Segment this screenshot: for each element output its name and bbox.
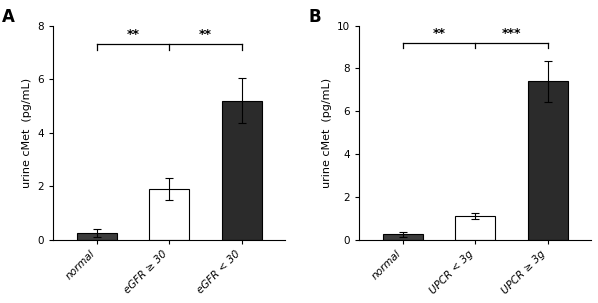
Bar bbox=[383, 235, 423, 240]
Text: A: A bbox=[2, 8, 15, 26]
Y-axis label: urine cMet  (pg/mL): urine cMet (pg/mL) bbox=[22, 78, 32, 188]
Y-axis label: urine cMet  (pg/mL): urine cMet (pg/mL) bbox=[322, 78, 331, 188]
Bar bbox=[527, 81, 568, 240]
Text: B: B bbox=[308, 8, 321, 26]
Bar bbox=[455, 216, 495, 240]
Bar bbox=[77, 233, 117, 240]
Text: **: ** bbox=[199, 28, 212, 41]
Text: **: ** bbox=[127, 28, 139, 41]
Text: **: ** bbox=[432, 27, 446, 39]
Bar bbox=[150, 189, 189, 240]
Text: ***: *** bbox=[502, 27, 521, 39]
Bar bbox=[222, 101, 261, 240]
